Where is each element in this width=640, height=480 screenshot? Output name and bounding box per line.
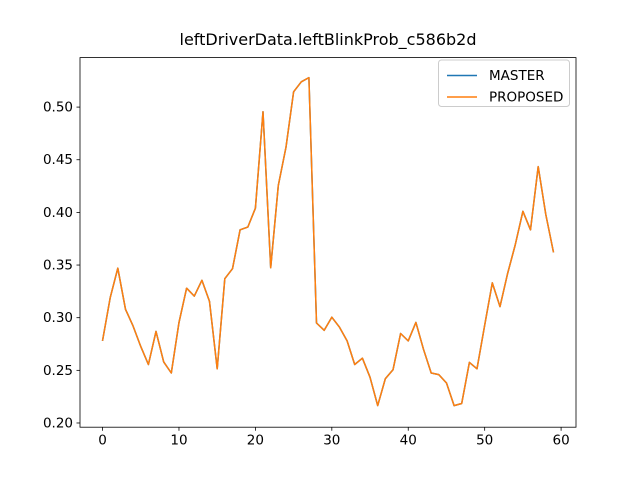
x-tick-label: 20 — [247, 433, 264, 449]
y-tick-label: 0.20 — [43, 415, 73, 431]
y-tick-label: 0.25 — [43, 363, 73, 379]
y-tick-label: 0.40 — [43, 205, 73, 221]
x-tick-label: 60 — [553, 433, 570, 449]
plot-area — [79, 57, 577, 428]
x-tick-label: 30 — [323, 433, 340, 449]
x-tick-label: 10 — [170, 433, 187, 449]
legend-label-master: MASTER — [489, 68, 545, 84]
legend-label-proposed: PROPOSED — [489, 90, 563, 106]
y-tick-label: 0.45 — [43, 152, 73, 168]
x-tick-label: 50 — [476, 433, 493, 449]
y-tick-label: 0.50 — [43, 100, 73, 116]
series-line-proposed — [101, 76, 555, 407]
x-tick-label: 0 — [98, 433, 107, 449]
legend-box — [438, 59, 570, 107]
axes-spines — [79, 57, 577, 428]
x-tick-label: 40 — [400, 433, 417, 449]
chart-title: leftDriverData.leftBlinkProb_c586b2d — [180, 30, 477, 50]
series-line-master — [101, 76, 555, 407]
legend: MASTER PROPOSED — [438, 59, 570, 107]
y-axis: 0.20 0.25 0.30 0.35 0.40 0.45 0.50 — [43, 100, 80, 431]
y-tick-label: 0.35 — [43, 258, 73, 274]
y-tick-label: 0.30 — [43, 310, 73, 326]
x-axis: 0 10 20 30 40 50 60 — [98, 427, 570, 449]
